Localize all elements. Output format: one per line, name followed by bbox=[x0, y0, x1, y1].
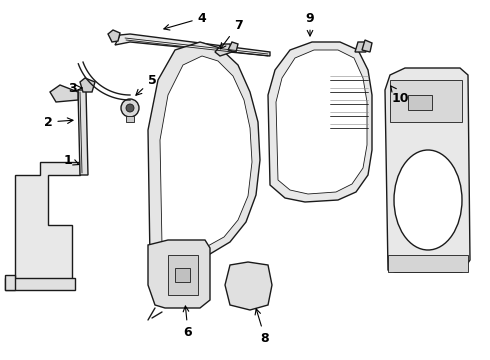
Polygon shape bbox=[390, 80, 462, 122]
Text: 4: 4 bbox=[164, 12, 206, 30]
Polygon shape bbox=[362, 40, 372, 52]
Polygon shape bbox=[215, 44, 232, 56]
Polygon shape bbox=[115, 34, 270, 56]
Polygon shape bbox=[126, 116, 134, 122]
Text: 7: 7 bbox=[220, 18, 243, 49]
Polygon shape bbox=[80, 78, 95, 92]
Polygon shape bbox=[355, 42, 366, 52]
Polygon shape bbox=[388, 255, 468, 272]
Polygon shape bbox=[276, 50, 367, 194]
Circle shape bbox=[126, 104, 134, 112]
Text: 5: 5 bbox=[136, 73, 156, 95]
Text: 8: 8 bbox=[255, 309, 270, 345]
Polygon shape bbox=[5, 275, 15, 290]
Polygon shape bbox=[228, 42, 238, 52]
Text: 2: 2 bbox=[44, 116, 73, 129]
Text: 3: 3 bbox=[68, 81, 82, 95]
Polygon shape bbox=[168, 255, 198, 295]
Polygon shape bbox=[50, 85, 78, 102]
Polygon shape bbox=[268, 42, 372, 202]
Polygon shape bbox=[408, 95, 432, 110]
Polygon shape bbox=[108, 30, 120, 42]
Text: 1: 1 bbox=[64, 153, 79, 166]
Polygon shape bbox=[15, 162, 80, 280]
Polygon shape bbox=[225, 262, 272, 310]
Text: 10: 10 bbox=[391, 86, 409, 104]
Polygon shape bbox=[5, 278, 75, 290]
Polygon shape bbox=[175, 268, 190, 282]
Text: 9: 9 bbox=[306, 12, 314, 36]
Ellipse shape bbox=[394, 150, 462, 250]
Text: 6: 6 bbox=[183, 306, 192, 338]
Circle shape bbox=[121, 99, 139, 117]
Polygon shape bbox=[385, 68, 470, 272]
Polygon shape bbox=[78, 90, 88, 175]
Polygon shape bbox=[160, 56, 252, 250]
Polygon shape bbox=[148, 240, 210, 308]
Polygon shape bbox=[148, 42, 260, 260]
